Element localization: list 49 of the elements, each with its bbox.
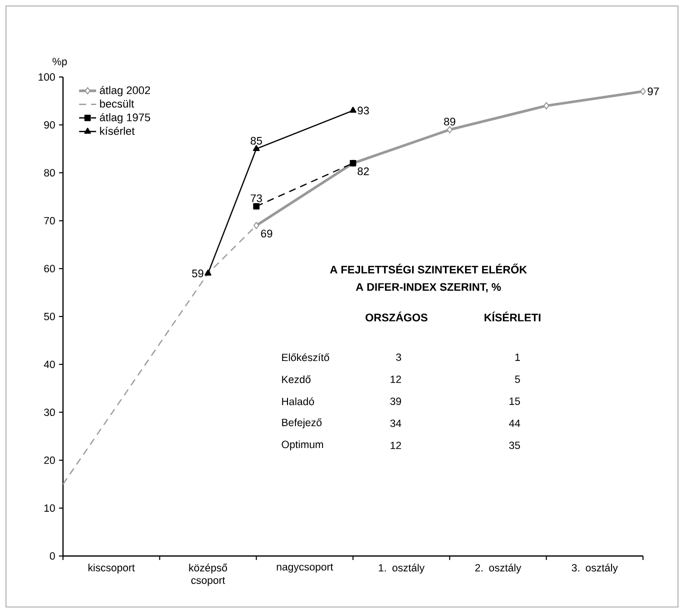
legend-label: kísérlet	[100, 126, 135, 135]
data-label: 59	[192, 270, 204, 278]
annotation: 12	[390, 376, 401, 383]
y-tick-label: 60	[44, 264, 55, 272]
annotation: 44	[509, 420, 520, 427]
y-tick-label: 90	[44, 121, 55, 129]
annotation: 3	[396, 354, 402, 361]
annotation: 39	[390, 398, 402, 405]
data-label: 69	[261, 230, 272, 238]
y-tick-label: 100	[38, 73, 55, 81]
annotation: KÍSÉRLETI	[484, 312, 540, 322]
annotation: Optimum	[282, 440, 324, 450]
annotation: 35	[509, 442, 520, 450]
y-tick-label: 30	[44, 408, 55, 416]
annotation: 15	[510, 398, 520, 405]
data-label: 97	[648, 87, 659, 96]
annotation: Kezdő	[282, 375, 311, 384]
data-label: 82	[358, 167, 369, 176]
annotation: Előkészítő	[282, 353, 330, 362]
annotation: 12	[390, 442, 401, 449]
data-label: 93	[358, 106, 369, 114]
data-label: 73	[250, 194, 262, 202]
x-tick-label: 2. osztály	[475, 564, 522, 574]
annotation: A DIFER-INDEX SZERINT, %	[356, 283, 501, 292]
annotation: 34	[390, 420, 402, 428]
annotation: ORSZÁGOS	[366, 312, 428, 322]
legend-label: átlag 1975	[100, 113, 150, 124]
annotation: Befejező	[282, 418, 322, 428]
annotation: A FEJLETTSÉGI SZINTEKET ELÉRŐK	[330, 264, 527, 274]
y-tick-label: 50	[44, 312, 55, 320]
annotation: Haladó	[282, 397, 314, 406]
y-tick-label: 40	[44, 360, 55, 368]
x-tick-label: középső csoport	[189, 564, 228, 586]
x-tick-label: 3. osztály	[572, 564, 618, 574]
y-tick-label: 70	[44, 217, 55, 224]
y-tick-label: 80	[44, 169, 55, 177]
x-tick-label: 1. osztály	[378, 564, 425, 574]
data-label: 85	[250, 136, 262, 145]
annotation: 5	[515, 376, 520, 383]
annotation: 1	[515, 354, 520, 361]
y-axis-title: %p	[52, 58, 67, 68]
legend-label: becsült	[100, 100, 134, 108]
y-tick-label: 0	[50, 552, 55, 560]
x-tick-label: nagycsoport	[276, 564, 334, 573]
legend-label: átlag 2002	[100, 86, 150, 96]
x-tick-label: kiscsoport	[88, 564, 135, 574]
y-tick-label: 20	[44, 456, 55, 464]
data-label: 89	[444, 118, 456, 126]
y-tick-label: 10	[44, 504, 55, 512]
